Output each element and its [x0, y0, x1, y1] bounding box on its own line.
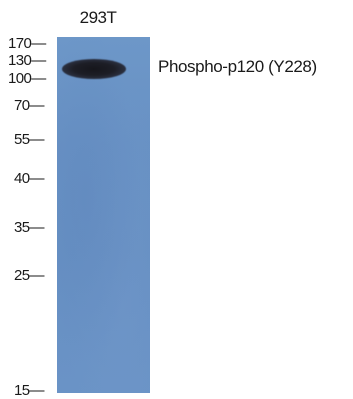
sample-label: 293T — [79, 8, 117, 27]
marker-35: 35— — [14, 219, 44, 236]
blot-membrane — [57, 37, 150, 393]
marker-15: 15— — [14, 382, 44, 399]
marker-25: 25— — [14, 267, 44, 284]
marker-70: 70— — [14, 97, 44, 114]
marker-55: 55— — [14, 131, 44, 148]
marker-40: 40— — [14, 170, 44, 187]
marker-170: 170— — [8, 35, 46, 52]
marker-130: 130— — [8, 52, 46, 69]
membrane-texture — [57, 37, 150, 393]
band-label: Phospho-p120 (Y228) — [158, 57, 317, 76]
marker-100: 100— — [8, 70, 46, 87]
protein-band — [62, 59, 126, 79]
